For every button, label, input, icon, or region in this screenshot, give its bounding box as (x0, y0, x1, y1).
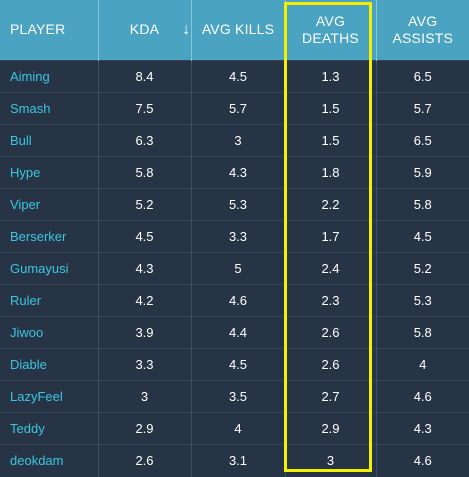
column-header-avg-deaths[interactable]: AVG DEATHS (284, 0, 376, 60)
column-header-avg-assists[interactable]: AVG ASSISTS (375, 0, 469, 60)
player-name-link[interactable]: Aiming (0, 59, 98, 92)
kda-cell: 8.4 (97, 59, 191, 92)
avg-assists-cell: 6.5 (375, 59, 469, 92)
avg-deaths-cell: 2.4 (284, 251, 376, 284)
kda-cell: 4.5 (97, 219, 191, 252)
table-row: Smash 7.5 5.7 1.5 5.7 (0, 91, 469, 124)
avg-assists-cell: 5.8 (375, 315, 469, 348)
table-row: Hype 5.8 4.3 1.8 5.9 (0, 155, 469, 188)
avg-deaths-cell: 3 (284, 443, 376, 477)
avg-deaths-cell: 1.5 (284, 123, 376, 156)
avg-deaths-cell: 1.5 (284, 91, 376, 124)
avg-deaths-cell: 1.8 (284, 155, 376, 188)
kda-cell: 2.9 (97, 411, 191, 444)
table-row: deokdam 2.6 3.1 3 4.6 (0, 443, 469, 477)
avg-assists-cell: 4.5 (375, 219, 469, 252)
table-row: Diable 3.3 4.5 2.6 4 (0, 347, 469, 380)
avg-deaths-cell: 2.6 (284, 347, 376, 380)
avg-deaths-cell: 1.7 (284, 219, 376, 252)
avg-assists-cell: 5.7 (375, 91, 469, 124)
column-header-player[interactable]: PLAYER (0, 0, 98, 60)
avg-deaths-cell: 2.9 (284, 411, 376, 444)
table-row: Viper 5.2 5.3 2.2 5.8 (0, 187, 469, 220)
avg-kills-cell: 5.3 (190, 187, 285, 220)
avg-assists-cell: 4.6 (375, 443, 469, 477)
table-row: Ruler 4.2 4.6 2.3 5.3 (0, 283, 469, 316)
avg-assists-cell: 5.2 (375, 251, 469, 284)
avg-deaths-cell: 2.3 (284, 283, 376, 316)
player-name-link[interactable]: Gumayusi (0, 251, 98, 284)
avg-kills-cell: 5 (190, 251, 285, 284)
avg-assists-cell: 4.3 (375, 411, 469, 444)
avg-assists-cell: 5.9 (375, 155, 469, 188)
kda-cell: 2.6 (97, 443, 191, 477)
avg-deaths-cell: 2.6 (284, 315, 376, 348)
avg-assists-cell: 4.6 (375, 379, 469, 412)
avg-assists-cell: 5.3 (375, 283, 469, 316)
player-name-link[interactable]: Bull (0, 123, 98, 156)
avg-assists-cell: 6.5 (375, 123, 469, 156)
avg-kills-cell: 3 (190, 123, 285, 156)
kda-cell: 7.5 (97, 91, 191, 124)
avg-kills-cell: 3.3 (190, 219, 285, 252)
avg-assists-cell: 4 (375, 347, 469, 380)
kda-cell: 5.8 (97, 155, 191, 188)
player-name-link[interactable]: Ruler (0, 283, 98, 316)
column-header-kda[interactable]: KDA ↓ (97, 0, 191, 60)
avg-kills-cell: 4.5 (190, 59, 285, 92)
player-name-link[interactable]: Smash (0, 91, 98, 124)
kda-cell: 4.2 (97, 283, 191, 316)
kda-cell: 3 (97, 379, 191, 412)
avg-kills-cell: 5.7 (190, 91, 285, 124)
avg-deaths-cell: 1.3 (284, 59, 376, 92)
kda-cell: 6.3 (97, 123, 191, 156)
player-name-link[interactable]: Teddy (0, 411, 98, 444)
table-row: Aiming 8.4 4.5 1.3 6.5 (0, 59, 469, 92)
table-row: Jiwoo 3.9 4.4 2.6 5.8 (0, 315, 469, 348)
table-row: Gumayusi 4.3 5 2.4 5.2 (0, 251, 469, 284)
kda-cell: 3.3 (97, 347, 191, 380)
player-name-link[interactable]: deokdam (0, 443, 98, 477)
table-row: LazyFeel 3 3.5 2.7 4.6 (0, 379, 469, 412)
avg-kills-cell: 4.6 (190, 283, 285, 316)
header-row: PLAYER KDA ↓ AVG KILLS AVG DEATHS AVG AS… (0, 0, 469, 60)
player-name-link[interactable]: Berserker (0, 219, 98, 252)
avg-kills-cell: 3.5 (190, 379, 285, 412)
player-name-link[interactable]: LazyFeel (0, 379, 98, 412)
table-row: Berserker 4.5 3.3 1.7 4.5 (0, 219, 469, 252)
player-name-link[interactable]: Viper (0, 187, 98, 220)
table-row: Bull 6.3 3 1.5 6.5 (0, 123, 469, 156)
column-header-avg-kills[interactable]: AVG KILLS (190, 0, 285, 60)
avg-kills-cell: 4.5 (190, 347, 285, 380)
avg-kills-cell: 4.3 (190, 155, 285, 188)
avg-kills-cell: 4.4 (190, 315, 285, 348)
player-name-link[interactable]: Diable (0, 347, 98, 380)
kda-cell: 5.2 (97, 187, 191, 220)
avg-kills-cell: 4 (190, 411, 285, 444)
avg-assists-cell: 5.8 (375, 187, 469, 220)
avg-deaths-cell: 2.7 (284, 379, 376, 412)
player-name-link[interactable]: Jiwoo (0, 315, 98, 348)
kda-cell: 4.3 (97, 251, 191, 284)
avg-deaths-cell: 2.2 (284, 187, 376, 220)
kda-cell: 3.9 (97, 315, 191, 348)
player-name-link[interactable]: Hype (0, 155, 98, 188)
table-row: Teddy 2.9 4 2.9 4.3 (0, 411, 469, 444)
arrow-down-icon[interactable]: ↓ (182, 21, 191, 38)
avg-kills-cell: 3.1 (190, 443, 285, 477)
